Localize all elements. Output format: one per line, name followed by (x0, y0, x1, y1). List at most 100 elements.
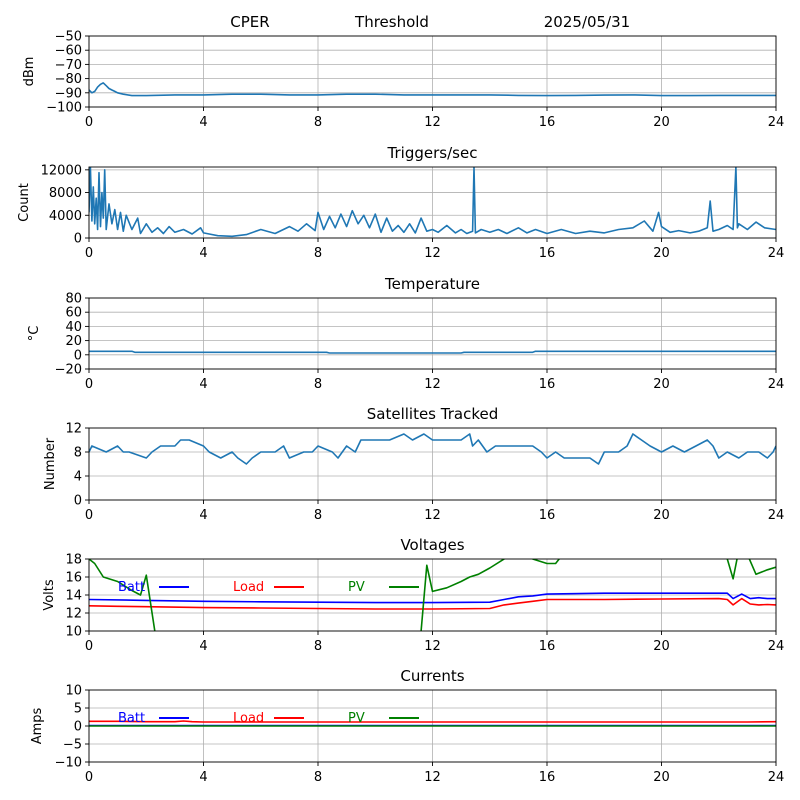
x-tick-label: 4 (199, 639, 207, 654)
x-tick-label: 8 (314, 115, 322, 130)
x-tick-label: 20 (653, 639, 670, 654)
x-tick-label: 24 (768, 115, 785, 130)
y-tick-label: 5 (74, 702, 82, 717)
chart-title: Triggers/sec (387, 144, 478, 162)
x-tick-label: 0 (85, 377, 93, 392)
y-tick-label: 14 (65, 589, 82, 604)
y-tick-label: 0 (74, 232, 82, 247)
y-axis-label: Number (43, 437, 58, 490)
x-tick-label: 24 (768, 770, 785, 785)
legend: Batt Load PV (118, 711, 419, 726)
x-tick-label: 20 (653, 115, 670, 130)
y-tick-label: 18 (65, 553, 82, 568)
legend-label-load: Load (233, 711, 264, 726)
x-tick-label: 12 (424, 508, 441, 523)
x-tick-label: 4 (199, 246, 207, 261)
series-line-load (89, 597, 776, 610)
series-line-pv (89, 559, 776, 631)
x-tick-label: 12 (424, 639, 441, 654)
y-axis-label: Amps (30, 707, 45, 744)
y-tick-label: 40 (65, 320, 82, 335)
x-tick-label: 0 (85, 770, 93, 785)
x-tick-label: 12 (424, 377, 441, 392)
legend-label-pv: PV (348, 711, 365, 726)
series-line-data (89, 350, 776, 354)
chart-title: Satellites Tracked (367, 405, 498, 423)
y-tick-label: 16 (65, 571, 82, 586)
x-tick-label: 16 (539, 770, 556, 785)
x-tick-label: 8 (314, 639, 322, 654)
y-tick-label: 12 (65, 422, 82, 437)
chart-voltages: 0 4 8 12 16 20 24 10 12 14 16 18 Voltages Volts Batt Lo… (42, 536, 785, 654)
legend: Batt Load PV (118, 580, 419, 595)
x-tick-label: 8 (314, 246, 322, 261)
x-tick-label: 8 (314, 377, 322, 392)
chart-triggers-sec: 0 4 8 12 16 20 24 0 4000 8000 12000 Triggers/sec Cou… (17, 144, 784, 261)
y-axis-label: Count (17, 183, 32, 222)
chart-title: Temperature (384, 275, 480, 293)
y-tick-label: −10 (55, 756, 82, 771)
x-tick-label: 20 (653, 508, 670, 523)
x-tick-label: 4 (199, 377, 207, 392)
x-tick-label: 0 (85, 639, 93, 654)
y-tick-label: −90 (55, 86, 82, 101)
y-tick-label: 12 (65, 607, 82, 622)
y-axis-label: dBm (22, 57, 37, 87)
series-line-load (89, 720, 776, 723)
x-tick-label: 0 (85, 508, 93, 523)
y-axis-label: °C (27, 326, 42, 342)
x-tick-label: 8 (314, 508, 322, 523)
y-tick-label: 10 (65, 684, 82, 699)
x-tick-label: 12 (424, 246, 441, 261)
x-tick-label: 16 (539, 246, 556, 261)
legend-label-pv: PV (348, 580, 365, 595)
x-tick-label: 12 (424, 770, 441, 785)
series-line-data (89, 82, 776, 97)
y-tick-label: 4 (74, 470, 82, 485)
x-tick-label: 20 (653, 246, 670, 261)
x-tick-label: 0 (85, 246, 93, 261)
y-tick-label: 8000 (49, 186, 82, 201)
x-tick-label: 20 (653, 770, 670, 785)
chart-currents: 0 4 8 12 16 20 24 −10 −5 0 5 10 Currents Amps Batt Load… (30, 667, 784, 785)
y-tick-label: 20 (65, 334, 82, 349)
chart-title: Voltages (400, 536, 464, 554)
x-tick-label: 4 (199, 115, 207, 130)
x-tick-label: 4 (199, 770, 207, 785)
y-tick-label: −70 (55, 58, 82, 73)
y-tick-label: −20 (55, 363, 82, 378)
header-mode: Threshold (354, 13, 429, 31)
y-tick-label: −100 (46, 101, 82, 116)
x-tick-label: 0 (85, 115, 93, 130)
y-axis-label: Volts (42, 579, 57, 611)
header-site: CPER (230, 13, 269, 31)
chart-satellites-tracked: 0 4 8 12 16 20 24 0 4 8 12 Satellites Tracked Number (43, 405, 784, 523)
legend-label-batt: Batt (118, 580, 145, 595)
x-tick-label: 20 (653, 377, 670, 392)
x-tick-label: 24 (768, 639, 785, 654)
y-tick-label: 60 (65, 306, 82, 321)
y-tick-label: −5 (63, 738, 82, 753)
chart-title: Currents (400, 667, 464, 685)
y-tick-label: −50 (55, 30, 82, 45)
x-tick-label: 12 (424, 115, 441, 130)
series-line-data (89, 167, 776, 238)
chart-signal-level: 0 4 8 12 16 20 24 −100−90−80−70−60−50 dBm (22, 30, 784, 131)
header-date: 2025/05/31 (544, 13, 630, 31)
y-tick-label: 0 (74, 494, 82, 509)
y-tick-label: 8 (74, 446, 82, 461)
x-tick-label: 24 (768, 508, 785, 523)
y-tick-label: 10 (65, 625, 82, 640)
x-tick-label: 24 (768, 377, 785, 392)
x-tick-label: 24 (768, 246, 785, 261)
x-tick-label: 16 (539, 377, 556, 392)
series-line-data (89, 433, 776, 465)
x-tick-label: 16 (539, 639, 556, 654)
y-tick-label: −60 (55, 44, 82, 59)
legend-label-batt: Batt (118, 711, 145, 726)
y-tick-label: −80 (55, 72, 82, 87)
y-tick-label: 0 (74, 720, 82, 735)
